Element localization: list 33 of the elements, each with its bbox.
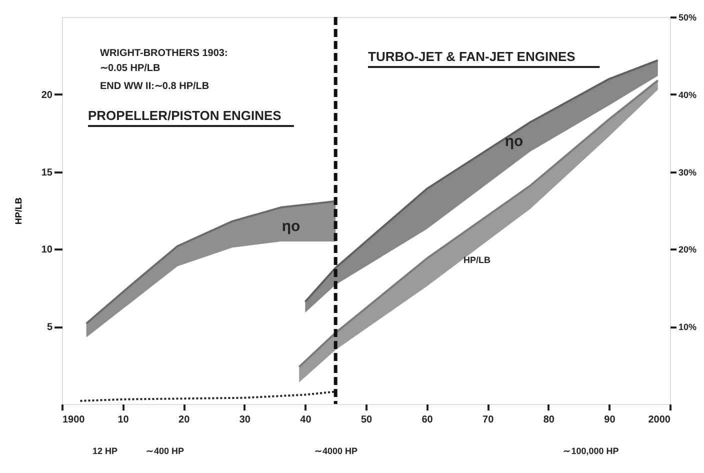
x-tick-label: 50 <box>360 414 372 426</box>
y2-tick-label: 20% <box>678 244 697 255</box>
x-tick-label: 40 <box>300 414 312 426</box>
annotation: WRIGHT-BROTHERS 1903: ∼0.05 HP/LB <box>100 48 228 74</box>
y-axis-title: HP/LB <box>13 197 24 224</box>
x-tick-label: 90 <box>604 414 616 426</box>
annotation: END WW II:∼0.8 HP/LB <box>100 81 210 92</box>
y-tick-label: 20 <box>41 90 53 101</box>
line-series <box>79 390 337 402</box>
x-tick-label: 30 <box>239 414 251 426</box>
x-tick-label: 80 <box>543 414 555 426</box>
annotation: TURBO-JET & FAN-JET ENGINES <box>368 49 576 64</box>
x-tick-label: 1900 <box>62 414 86 426</box>
y2-tick-label: 10% <box>678 322 697 332</box>
y2-tick-label: 30% <box>678 167 697 178</box>
x-tick-label: 10 <box>118 414 130 426</box>
text: 12 HP <box>92 446 118 456</box>
x-tick-label: 20 <box>178 414 190 426</box>
annotation: ηo <box>282 218 300 235</box>
text: ∼100,000 HP <box>563 446 619 456</box>
text: ∼4000 HP <box>314 446 358 456</box>
annotation: HP/LB <box>464 255 491 265</box>
x-tick-label: 70 <box>482 414 494 426</box>
annotation: ηo <box>504 133 524 150</box>
annotation: PROPELLER/PISTON ENGINES <box>88 108 282 123</box>
text: ∼400 HP <box>146 446 184 456</box>
y-tick-label: 10 <box>41 244 53 256</box>
y-tick-label: 15 <box>41 167 53 178</box>
y-tick-label: 5 <box>46 322 53 334</box>
y2-tick-label: 50% <box>678 12 697 22</box>
x-tick-label: 2000 <box>648 414 671 426</box>
x-tick-label: 60 <box>422 414 434 426</box>
y2-tick-label: 40% <box>678 90 697 100</box>
